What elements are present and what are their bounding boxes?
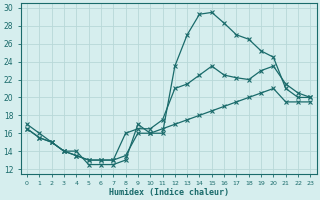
X-axis label: Humidex (Indice chaleur): Humidex (Indice chaleur) — [109, 188, 229, 197]
